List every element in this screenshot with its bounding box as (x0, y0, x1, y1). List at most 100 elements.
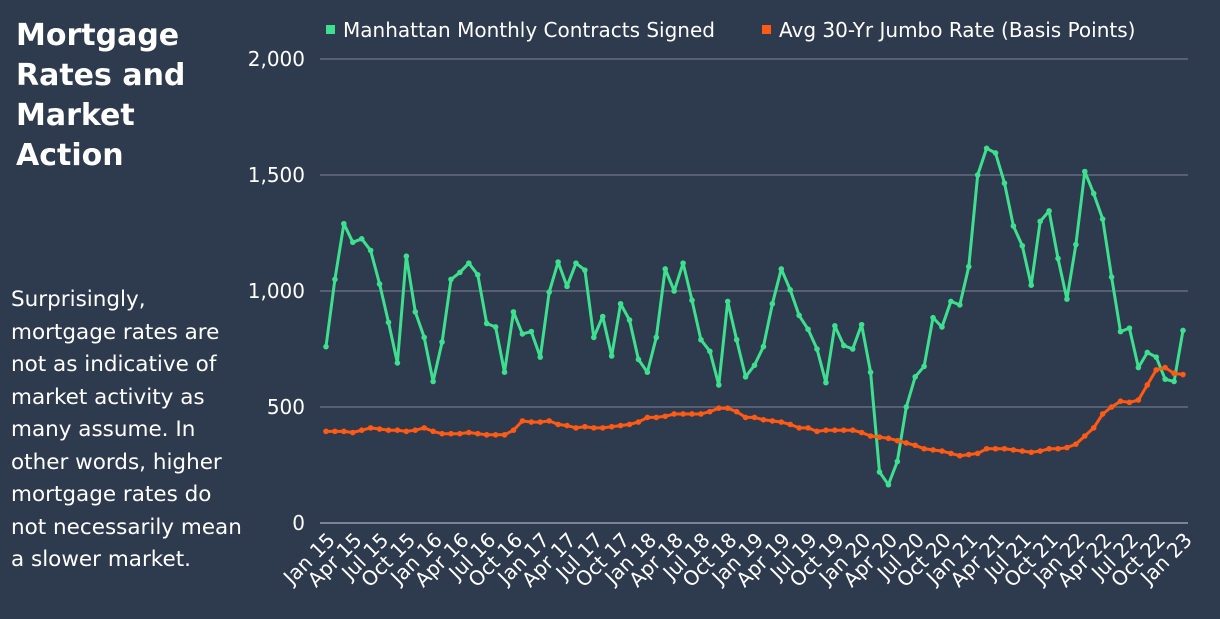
data-point (965, 263, 972, 270)
data-point (1171, 370, 1177, 377)
data-point (751, 414, 758, 421)
data-point (457, 269, 463, 276)
series-line (326, 366, 1184, 458)
data-point (537, 354, 544, 360)
data-point (680, 260, 686, 266)
data-point (787, 421, 794, 428)
data-point (974, 450, 981, 457)
data-point (1135, 397, 1142, 403)
data-point (1028, 282, 1035, 289)
data-point (501, 432, 508, 438)
data-point (341, 428, 347, 435)
data-point (483, 320, 490, 327)
data-point (778, 266, 785, 272)
data-point (796, 312, 802, 319)
data-point (653, 414, 660, 421)
data-point (760, 343, 767, 350)
data-point (448, 276, 454, 283)
data-point (421, 334, 427, 341)
data-point (912, 442, 918, 449)
data-point (403, 253, 410, 259)
data-point (564, 422, 570, 429)
data-point (1126, 399, 1133, 406)
data-point (457, 430, 463, 437)
data-point (582, 267, 588, 273)
data-point (599, 425, 606, 431)
data-point (1001, 180, 1008, 186)
data-point (528, 328, 535, 335)
data-point (635, 419, 642, 425)
data-point (430, 428, 436, 435)
data-point (421, 425, 427, 431)
data-point (573, 425, 579, 431)
data-point (510, 309, 517, 315)
data-point (698, 336, 704, 343)
data-point (894, 437, 901, 444)
data-point (992, 150, 999, 156)
data-point (626, 317, 633, 323)
data-point (591, 425, 597, 431)
data-point (349, 429, 356, 436)
data-point (832, 323, 838, 329)
data-point (1099, 411, 1106, 417)
data-point (840, 427, 847, 434)
data-point (948, 450, 954, 457)
data-point (1117, 328, 1124, 335)
data-point (724, 298, 731, 305)
data-point (662, 266, 669, 272)
data-point (1090, 425, 1097, 431)
data-point (939, 324, 945, 330)
data-point (376, 281, 383, 287)
data-point (519, 418, 526, 424)
data-point (1037, 448, 1043, 454)
data-point (921, 445, 927, 452)
data-point (376, 426, 383, 432)
data-point (1028, 449, 1035, 456)
data-point (849, 346, 856, 352)
data-point (519, 331, 526, 337)
data-point (903, 404, 910, 410)
data-point (903, 440, 910, 446)
data-point (840, 342, 847, 349)
data-point (537, 419, 544, 425)
data-point (894, 458, 901, 465)
data-point (662, 413, 669, 420)
data-point (555, 421, 561, 428)
data-point (1090, 190, 1097, 197)
data-point (617, 422, 624, 429)
data-point (787, 287, 794, 293)
data-point (1117, 398, 1124, 405)
data-point (1019, 448, 1026, 454)
data-point (501, 369, 508, 376)
data-point (1108, 404, 1115, 410)
data-point (626, 421, 633, 428)
data-point (412, 309, 419, 315)
data-point (1046, 208, 1052, 214)
data-point (358, 427, 365, 434)
legend-marker (326, 25, 335, 34)
data-point (1055, 255, 1061, 262)
data-point (1135, 364, 1142, 371)
data-point (769, 300, 776, 307)
data-point (1153, 354, 1160, 360)
data-point (1037, 218, 1043, 225)
data-point (1055, 445, 1061, 452)
data-point (930, 314, 936, 321)
data-point (769, 418, 776, 424)
data-point (1153, 367, 1160, 373)
data-point (742, 374, 749, 380)
data-point (1180, 327, 1186, 334)
data-point (323, 428, 329, 435)
data-point (876, 469, 883, 475)
data-point (921, 363, 927, 370)
data-point (796, 425, 802, 431)
data-point (448, 430, 454, 437)
data-point (1126, 325, 1133, 331)
data-point (867, 369, 874, 376)
data-point (733, 408, 740, 415)
y-tick-label: 1,500 (248, 163, 305, 187)
data-point (644, 414, 651, 421)
data-point (742, 414, 749, 421)
